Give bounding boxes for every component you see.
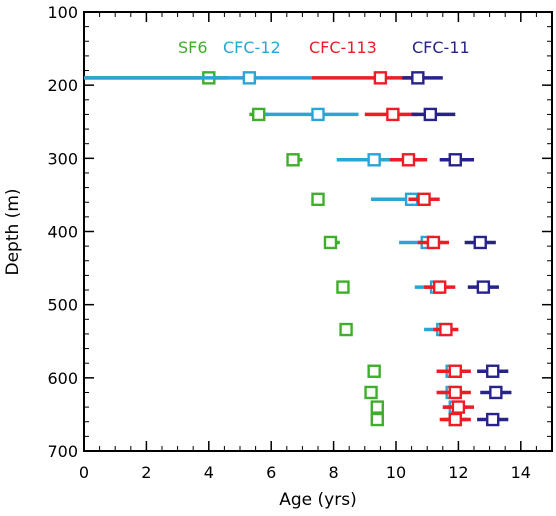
x-tick-label: 12 bbox=[448, 463, 468, 482]
cfc-11-marker bbox=[476, 280, 491, 294]
series-sf6 bbox=[84, 71, 384, 427]
cfc-11-marker bbox=[448, 153, 462, 167]
y-tick-label: 100 bbox=[47, 3, 78, 22]
cfc-113-marker bbox=[432, 280, 447, 294]
series-cfc-11 bbox=[402, 71, 512, 427]
cfc-113-marker bbox=[448, 385, 462, 400]
legend-label-cfc-12: CFC-12 bbox=[223, 38, 281, 57]
sf6-marker bbox=[336, 280, 350, 294]
cfc-11-marker bbox=[486, 412, 500, 427]
x-tick-label: 0 bbox=[79, 463, 89, 482]
y-tick-label: 600 bbox=[47, 369, 78, 388]
sf6-marker bbox=[370, 412, 384, 427]
cfc-113-marker bbox=[439, 322, 453, 337]
cfc-12-marker bbox=[311, 107, 325, 122]
y-tick-label: 700 bbox=[47, 442, 78, 461]
y-tick-label: 500 bbox=[47, 296, 78, 315]
series-cfc-113 bbox=[311, 71, 474, 427]
cfc-113-marker bbox=[401, 153, 416, 167]
y-axis: 100 200 300 400 500 600 700 bbox=[47, 3, 552, 461]
legend-label-sf6: SF6 bbox=[178, 38, 208, 57]
sf6-marker bbox=[364, 385, 378, 400]
cfc-113-marker bbox=[448, 412, 462, 427]
sf6-marker bbox=[367, 364, 381, 378]
sf6-marker bbox=[370, 400, 384, 414]
cfc-11-marker bbox=[486, 364, 500, 378]
x-tick-label: 6 bbox=[266, 463, 276, 482]
cfc-11-marker bbox=[489, 385, 503, 400]
series-cfc-12 bbox=[84, 71, 468, 427]
sf6-marker bbox=[323, 235, 338, 250]
cfc-113-marker bbox=[426, 235, 441, 250]
x-tick-label: 2 bbox=[141, 463, 151, 482]
legend-label-cfc-11: CFC-11 bbox=[412, 38, 470, 57]
x-tick-label: 8 bbox=[329, 463, 339, 482]
sf6-marker bbox=[339, 322, 353, 337]
x-axis: 0 2 4 6 8 10 12 14 bbox=[79, 12, 553, 482]
cfc-12-marker bbox=[367, 153, 381, 167]
x-tick-label: 14 bbox=[511, 463, 531, 482]
cfc-113-marker bbox=[373, 71, 388, 85]
legend: SF6 CFC-12 CFC-113 CFC-11 bbox=[178, 38, 470, 57]
sf6-marker bbox=[286, 153, 300, 167]
cfc-11-marker bbox=[423, 107, 438, 122]
x-tick-label: 10 bbox=[386, 463, 406, 482]
y-tick-label: 300 bbox=[47, 149, 78, 168]
cfc-11-marker bbox=[473, 235, 487, 250]
plot-area bbox=[84, 71, 512, 427]
cfc-113-marker bbox=[448, 364, 462, 378]
y-tick-label: 200 bbox=[47, 76, 78, 95]
cfc-113-marker bbox=[417, 192, 431, 207]
cfc-113-marker bbox=[451, 400, 466, 414]
y-axis-label: Depth (m) bbox=[3, 188, 23, 275]
cfc-11-marker bbox=[411, 71, 425, 85]
legend-label-cfc-113: CFC-113 bbox=[309, 38, 377, 57]
cfc-113-marker bbox=[386, 107, 400, 122]
x-axis-label: Age (yrs) bbox=[279, 490, 356, 510]
sf6-marker bbox=[252, 107, 266, 122]
x-tick-label: 4 bbox=[204, 463, 214, 482]
sf6-marker bbox=[311, 192, 325, 207]
y-tick-label: 400 bbox=[47, 223, 78, 242]
cfc-12-marker bbox=[242, 71, 257, 85]
